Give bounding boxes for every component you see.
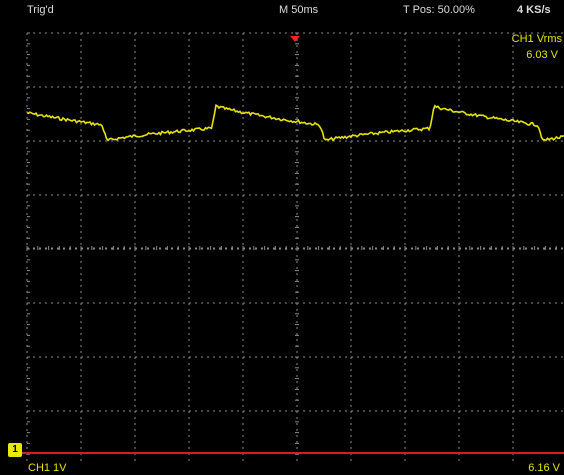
waveform-trace (26, 103, 564, 142)
trigger-status: Trig'd (27, 4, 54, 16)
graticule (26, 32, 564, 463)
timebase-readout: M 50ms (279, 4, 319, 16)
sample-rate-readout: 4 KS/s (517, 4, 551, 16)
bottom-value-readout: 6.16 V (528, 462, 560, 474)
ground-reference-line (22, 452, 564, 454)
measurement-value: 6.03 V (526, 49, 558, 61)
measurement-label: CH1 Vrms (511, 33, 562, 45)
bottom-bar: CH1 1V 6.16 V (0, 462, 564, 475)
trigger-position-marker (290, 36, 300, 42)
status-bar: Trig'd M 50ms T Pos: 50.00% 4 KS/s (0, 0, 564, 22)
channel-1-marker[interactable]: 1 (8, 443, 22, 457)
trigger-position-readout: T Pos: 50.00% (403, 4, 475, 16)
channel-scale-readout: CH1 1V (28, 462, 67, 474)
